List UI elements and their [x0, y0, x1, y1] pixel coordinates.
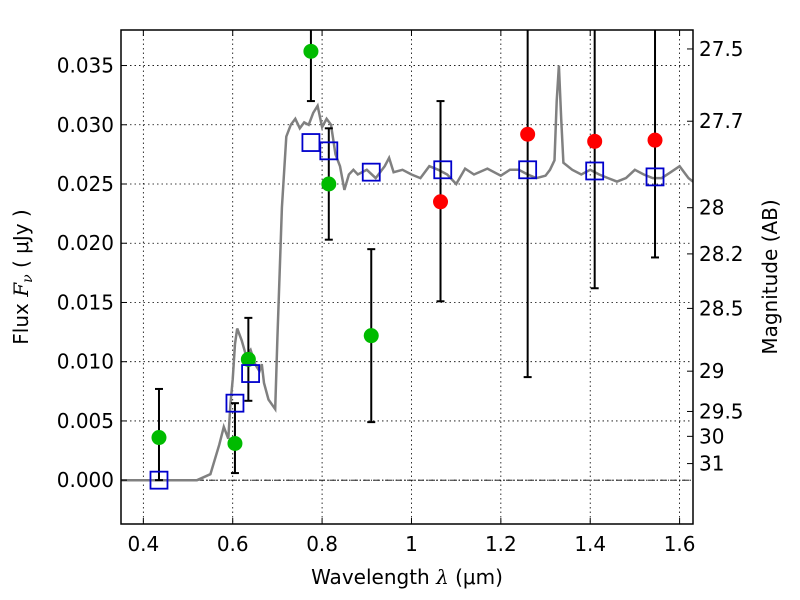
green-points-series: [151, 43, 379, 451]
y-tick-label: 0.030: [57, 113, 114, 137]
green-data-point: [240, 351, 256, 367]
x-axis-ticks: 0.4 0.6 0.8 1 1.2 1.4 1.6: [127, 30, 696, 556]
y-tick-label: 0.020: [57, 231, 114, 255]
model-square-point: [645, 167, 665, 187]
x-tick-label: 0.6: [217, 532, 249, 556]
y2-tick-label: 27.5: [699, 37, 744, 61]
green-data-point: [227, 435, 243, 451]
y-axis-ticks: 0.000 0.005 0.010 0.015 0.020 0.025 0.030 0.035: [57, 54, 127, 492]
plot-frame: [120, 29, 694, 525]
green-data-point: [363, 328, 379, 344]
y2-tick-label: 28.2: [699, 242, 744, 266]
red-data-point: [647, 132, 663, 148]
red-data-point: [587, 133, 603, 149]
y2-tick-label: 28.5: [699, 296, 744, 320]
grid-lines: [121, 30, 693, 524]
y-tick-label: 0.015: [57, 290, 114, 314]
model-square-point: [361, 162, 381, 182]
y2-tick-label: 31: [699, 452, 724, 476]
y-tick-label: 0.005: [57, 409, 114, 433]
model-square-point: [225, 393, 245, 413]
green-data-point: [303, 43, 319, 59]
y2-tick-label: 29.5: [699, 399, 744, 423]
x-tick-label: 1.6: [664, 532, 696, 556]
plot-area: [121, 30, 693, 490]
x-tick-label: 0.4: [127, 532, 159, 556]
y-tick-label: 0.035: [57, 54, 114, 78]
model-square-point: [319, 141, 339, 161]
x-axis-label: Wavelength λ (μm): [311, 565, 503, 589]
model-square-point: [585, 161, 605, 181]
y2-tick-label: 28: [699, 196, 724, 220]
model-square-point: [149, 470, 169, 490]
red-points-series: [433, 126, 663, 210]
x-tick-label: 1: [405, 532, 418, 556]
x-tick-label: 0.8: [306, 532, 338, 556]
red-data-point: [520, 126, 536, 142]
x-tick-label: 1.4: [574, 532, 606, 556]
green-data-point: [321, 176, 337, 192]
red-data-point: [433, 194, 449, 210]
y2-tick-label: 30: [699, 424, 724, 448]
model-square-point: [241, 364, 260, 383]
y-tick-label: 0.025: [57, 172, 114, 196]
y-tick-label: 0.010: [57, 350, 114, 374]
y-axis-label: Flux Fν ( μJy ): [9, 209, 36, 344]
model-square-point: [433, 160, 453, 180]
model-squares-series: [149, 133, 665, 490]
y2-axis-label: Magnitude (AB): [758, 199, 782, 354]
x-tick-label: 1.2: [485, 532, 517, 556]
y-tick-label: 0.000: [57, 468, 114, 492]
y2-axis-ticks: 27.5 27.7 28 28.2 28.5 29 29.530 31: [687, 37, 744, 476]
model-square-point: [518, 160, 538, 180]
y2-tick-label: 29: [699, 359, 724, 383]
green-data-point: [151, 430, 167, 446]
y2-tick-label: 27.7: [699, 109, 744, 133]
